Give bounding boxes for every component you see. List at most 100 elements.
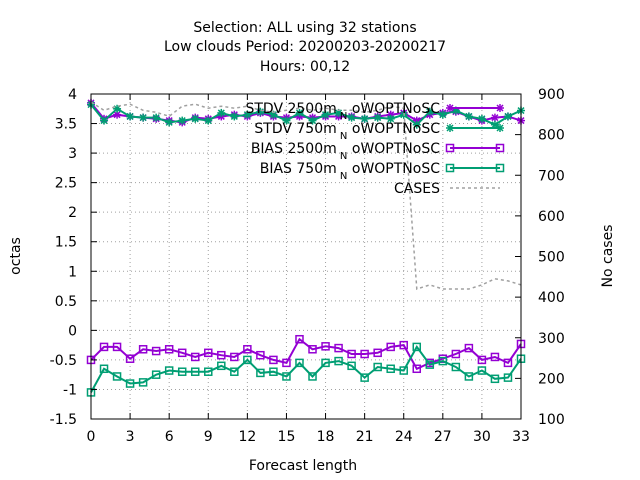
data-point [490,113,499,122]
x-tick-label: 0 [87,429,96,445]
data-point [191,114,200,123]
data-point [126,112,135,121]
data-point [334,356,343,366]
data-point [438,356,448,366]
data-point [256,107,265,116]
y2-tick-label: 600 [538,209,565,225]
data-point [347,361,356,371]
data-point [334,343,343,353]
data-point [373,113,382,122]
data-point [243,345,252,354]
data-point [295,334,304,344]
data-point [360,373,369,382]
data-point [152,113,161,122]
data-point [373,362,382,372]
data-point [282,372,291,381]
data-point [204,116,213,125]
legend-label: BIAS 750m N oWOPTNoSC [260,161,440,182]
data-point [347,113,356,122]
data-point [178,116,187,125]
data-point [308,372,317,381]
data-point [177,348,187,358]
data-point [282,358,291,368]
chart-title-line-2: Low clouds Period: 20200203-20200217 [164,39,446,55]
y-tick-label: 1.5 [55,235,77,251]
data-point [138,345,148,354]
y-tick-label: -1 [63,382,77,398]
legend-marker [495,163,505,173]
series-4 [90,101,522,291]
data-point [151,370,161,379]
data-point [217,108,226,117]
x-tick-label: 9 [204,429,213,445]
data-point [464,343,474,353]
y-tick-label: 1 [68,264,77,280]
y2-tick-label: 400 [538,290,565,306]
data-point [217,350,226,360]
legend-marker [446,124,454,132]
data-point [399,366,408,375]
legend-marker [496,104,504,112]
data-point [243,355,252,365]
x-tick-label: 15 [278,429,296,445]
series-1 [87,100,525,129]
data-point [269,367,278,376]
y-tick-label: 4 [68,87,77,103]
data-point [360,114,369,123]
data-point [125,354,135,363]
legend-marker [495,143,505,153]
data-point [451,349,461,359]
y2-tick-label: 800 [538,128,565,144]
data-point [386,114,395,123]
data-point [438,110,447,119]
y-tick-label: -1.5 [50,412,77,428]
legend-entry-0: STDV 2500m N oWOPTNoSC [245,101,504,122]
legend-label: BIAS 2500m N oWOPTNoSC [251,141,440,162]
data-point [230,112,239,121]
y2-tick-label: 700 [538,168,565,184]
data-point [386,342,395,352]
data-point [321,342,330,351]
y-axis-label: octas [8,237,24,275]
data-point [99,342,109,352]
data-point [269,355,278,365]
data-point [295,358,304,368]
data-point [321,110,330,119]
data-point [412,342,422,352]
x-tick-label: 24 [395,429,413,445]
y-tick-label: 0 [68,323,77,339]
data-point [477,366,487,375]
data-point [204,348,213,358]
data-point [295,108,304,117]
y2-tick-label: 200 [538,371,565,387]
y2-tick-label: 500 [538,250,565,266]
data-point [308,116,317,125]
data-point [230,352,239,362]
data-point [412,120,421,129]
x-tick-label: 27 [434,429,452,445]
series-line [90,101,522,291]
data-point [477,355,487,365]
x-tick-label: 30 [473,429,491,445]
data-point [138,378,148,387]
data-point [139,113,148,122]
legend-marker [446,104,454,112]
data-point [177,367,187,376]
data-point [99,364,109,374]
y-tick-label: 3.5 [55,117,77,133]
data-point [190,367,200,376]
data-point [321,358,330,368]
data-point [125,379,135,388]
data-point [204,367,213,376]
data-point [347,349,356,359]
x-tick-label: 18 [317,429,335,445]
y-tick-label: 3 [68,146,77,162]
data-point [464,112,473,121]
data-point [464,372,474,381]
x-axis-label: Forecast length [249,458,357,474]
data-point [112,342,122,352]
data-point [164,345,174,354]
data-point [490,352,500,362]
y-tick-label: 2 [68,205,77,221]
